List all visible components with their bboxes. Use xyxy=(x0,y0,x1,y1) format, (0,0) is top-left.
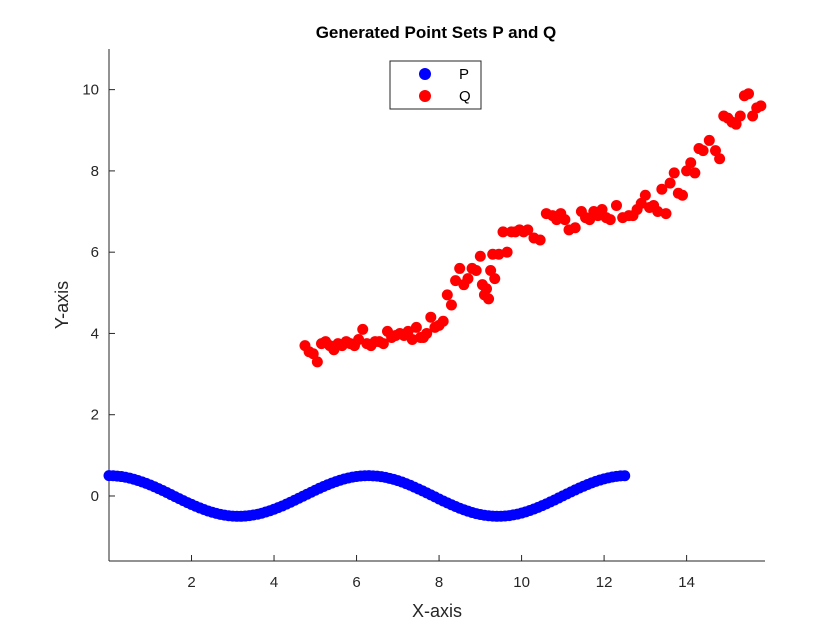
series-q-point xyxy=(584,214,596,226)
series-q-point xyxy=(421,327,433,339)
x-tick-label: 12 xyxy=(596,574,613,591)
series-q-point xyxy=(501,246,513,258)
series-q-point xyxy=(639,189,651,201)
series-q-point xyxy=(664,177,676,189)
series-q-point xyxy=(676,189,688,201)
series-q-point xyxy=(660,208,672,220)
y-axis-label: Y-axis xyxy=(52,281,72,329)
x-tick-label: 8 xyxy=(435,574,443,591)
series-q-point xyxy=(522,224,534,236)
legend-marker-q xyxy=(419,90,431,102)
series-q-point xyxy=(377,338,389,350)
series-q-point xyxy=(406,334,418,346)
series-q-point xyxy=(656,183,668,195)
series-q-point xyxy=(470,264,482,276)
series-q-point xyxy=(485,264,497,276)
series-q-point xyxy=(437,315,449,327)
legend-label-p: P xyxy=(459,66,469,83)
x-axis-label: X-axis xyxy=(412,601,462,621)
plot-area xyxy=(108,49,765,562)
series-q-point xyxy=(714,153,726,165)
series-q-point xyxy=(311,356,323,368)
series-q-point xyxy=(307,348,319,360)
x-ticks: 2 4 6 8 10 12 14 xyxy=(187,555,695,591)
series-q-point xyxy=(481,283,493,295)
series-q-point xyxy=(441,289,453,301)
y-tick-label: 2 xyxy=(91,407,99,424)
series-q-point xyxy=(742,88,754,100)
series-q-point xyxy=(454,262,466,274)
series-q-point xyxy=(635,197,647,209)
series-q-point xyxy=(462,273,474,285)
series-p-point xyxy=(619,470,631,482)
series-q-point xyxy=(689,167,701,179)
x-tick-label: 4 xyxy=(270,574,278,591)
series-q-point xyxy=(493,248,505,260)
series-q-point xyxy=(668,167,680,179)
y-tick-label: 6 xyxy=(91,244,99,261)
y-tick-label: 8 xyxy=(91,163,99,180)
series-q-points xyxy=(299,88,767,368)
series-q-point xyxy=(604,214,616,226)
legend-label-q: Q xyxy=(459,88,471,105)
legend-box xyxy=(389,60,482,110)
series-q-point xyxy=(474,250,486,262)
series-q-point xyxy=(747,110,759,122)
x-tick-label: 2 xyxy=(187,574,195,591)
series-q-point xyxy=(489,273,501,285)
series-q-point xyxy=(730,118,742,130)
series-q-point xyxy=(497,226,509,238)
legend-marker-p xyxy=(419,68,431,80)
series-p-points xyxy=(103,470,631,522)
series-q-point xyxy=(569,222,581,234)
series-q-point xyxy=(681,165,693,177)
y-tick-label: 0 xyxy=(91,488,99,505)
series-q-point xyxy=(709,145,721,157)
x-tick-label: 10 xyxy=(513,574,530,591)
series-q-point xyxy=(755,100,767,112)
series-q-point xyxy=(652,206,664,218)
series-q-point xyxy=(450,275,462,287)
legend: P Q xyxy=(389,60,482,110)
series-q-point xyxy=(534,234,546,246)
series-q-point xyxy=(425,311,437,323)
chart-title: Generated Point Sets P and Q xyxy=(316,23,557,42)
series-q-point xyxy=(703,134,715,146)
y-tick-label: 10 xyxy=(82,82,99,99)
series-q-point xyxy=(697,145,709,157)
series-q-point xyxy=(410,321,422,333)
series-q-point xyxy=(610,199,622,211)
series-q-point xyxy=(357,323,369,335)
x-tick-label: 14 xyxy=(678,574,695,591)
series-q-point xyxy=(402,325,414,337)
series-q-point xyxy=(483,293,495,305)
series-q-point xyxy=(445,299,457,311)
series-q-point xyxy=(596,204,608,216)
series-q-point xyxy=(353,334,365,346)
y-tick-label: 4 xyxy=(91,325,99,342)
y-ticks: 0 2 4 6 8 10 xyxy=(82,82,115,505)
series-q-point xyxy=(685,157,697,169)
series-q-point xyxy=(734,110,746,122)
x-tick-label: 6 xyxy=(352,574,360,591)
series-q-point xyxy=(559,214,571,226)
